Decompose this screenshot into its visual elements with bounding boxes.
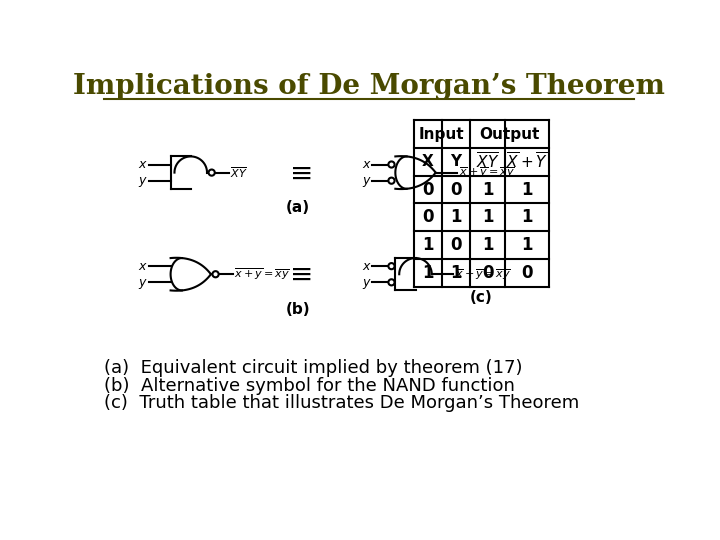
Text: $\equiv$: $\equiv$ bbox=[284, 159, 312, 187]
Text: (c)  Truth table that illustrates De Morgan’s Theorem: (c) Truth table that illustrates De Morg… bbox=[104, 394, 579, 413]
Text: 0: 0 bbox=[422, 180, 433, 199]
Text: y: y bbox=[362, 276, 370, 289]
Text: 0: 0 bbox=[450, 180, 462, 199]
Text: $\overline{XY}$: $\overline{XY}$ bbox=[230, 165, 248, 180]
Text: 1: 1 bbox=[521, 180, 533, 199]
Text: y: y bbox=[138, 276, 145, 289]
Text: x: x bbox=[138, 260, 145, 273]
Text: Output: Output bbox=[479, 126, 539, 141]
Text: 0: 0 bbox=[450, 236, 462, 254]
Text: 1: 1 bbox=[450, 208, 462, 226]
Text: 0: 0 bbox=[521, 264, 533, 282]
Circle shape bbox=[209, 170, 215, 176]
Text: x: x bbox=[362, 260, 370, 273]
Text: y: y bbox=[362, 174, 370, 187]
Text: (c): (c) bbox=[470, 290, 492, 305]
Text: Input: Input bbox=[419, 126, 464, 141]
Text: $\overline{XY}$: $\overline{XY}$ bbox=[476, 152, 499, 172]
Circle shape bbox=[388, 178, 395, 184]
Circle shape bbox=[388, 263, 395, 269]
Text: 0: 0 bbox=[482, 264, 493, 282]
Text: Y: Y bbox=[450, 154, 462, 170]
Text: y: y bbox=[138, 174, 145, 187]
Text: 0: 0 bbox=[422, 208, 433, 226]
Text: $\overline{x+y}=\overline{xy}$: $\overline{x+y}=\overline{xy}$ bbox=[234, 266, 290, 282]
Text: $\equiv$: $\equiv$ bbox=[284, 260, 312, 288]
Text: 1: 1 bbox=[482, 180, 493, 199]
Text: $\overline{X}+\overline{Y}$: $\overline{X}+\overline{Y}$ bbox=[506, 152, 548, 172]
Text: Implications of De Morgan’s Theorem: Implications of De Morgan’s Theorem bbox=[73, 72, 665, 99]
Circle shape bbox=[388, 161, 395, 167]
Text: x: x bbox=[138, 158, 145, 171]
Text: (a): (a) bbox=[286, 200, 310, 215]
Text: 1: 1 bbox=[422, 236, 433, 254]
Text: 1: 1 bbox=[521, 236, 533, 254]
Text: 1: 1 bbox=[482, 208, 493, 226]
Text: $\overline{x}+\overline{y}=\overline{xy}$: $\overline{x}+\overline{y}=\overline{xy}… bbox=[455, 267, 511, 281]
Text: x: x bbox=[362, 158, 370, 171]
Text: (b): (b) bbox=[285, 302, 310, 317]
Text: (b)  Alternative symbol for the NAND function: (b) Alternative symbol for the NAND func… bbox=[104, 377, 515, 395]
Circle shape bbox=[388, 279, 395, 286]
Text: 1: 1 bbox=[482, 236, 493, 254]
Text: (a)  Equivalent circuit implied by theorem (17): (a) Equivalent circuit implied by theore… bbox=[104, 359, 523, 377]
Text: 1: 1 bbox=[521, 208, 533, 226]
Text: 1: 1 bbox=[450, 264, 462, 282]
Text: 1: 1 bbox=[422, 264, 433, 282]
Text: $\overline{x}+\overline{y}=\overline{xy}$: $\overline{x}+\overline{y}=\overline{xy}… bbox=[459, 165, 515, 180]
Text: X: X bbox=[422, 154, 433, 170]
Circle shape bbox=[212, 271, 219, 278]
